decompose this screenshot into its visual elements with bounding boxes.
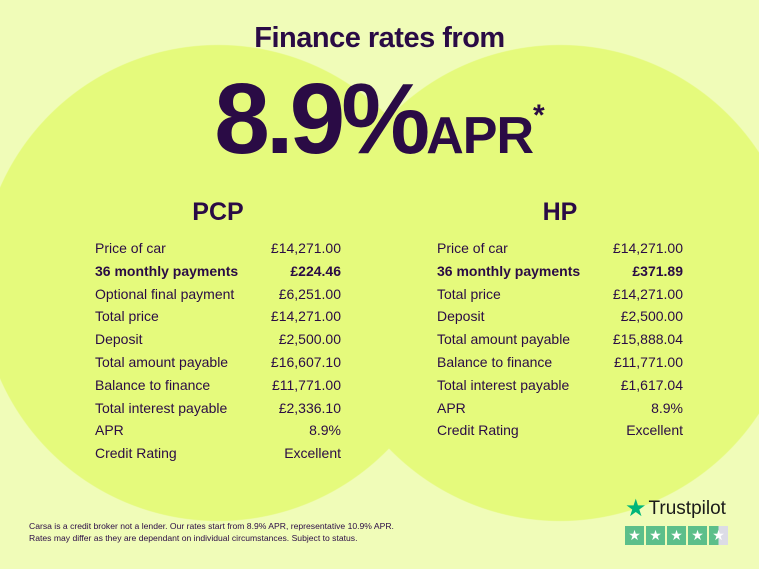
star-icon: ★	[667, 526, 686, 545]
table-row: Deposit £2,500.00	[95, 328, 341, 351]
row-label: Price of car	[437, 240, 508, 256]
row-value: £2,336.10	[278, 399, 341, 416]
table-row: Credit Rating Excellent	[437, 419, 683, 442]
table-row: Total amount payable £16,607.10	[95, 351, 341, 374]
star-icon: ★	[709, 526, 728, 545]
table-row: APR 8.9%	[437, 397, 683, 420]
asterisk: *	[533, 99, 545, 132]
table-row: Total interest payable £2,336.10	[95, 397, 341, 420]
rate-suffix: APR	[426, 107, 534, 165]
row-label: Total interest payable	[95, 399, 228, 416]
disclaimer-line: Rates may differ as they are dependant o…	[29, 533, 358, 543]
table-row: Deposit £2,500.00	[437, 305, 683, 328]
rate-value: 8.9%	[214, 63, 430, 175]
row-value: £11,771.00	[271, 376, 341, 393]
row-value: 8.9%	[309, 422, 341, 439]
row-label: APR	[437, 399, 466, 416]
row-value: £371.89	[632, 262, 683, 279]
row-label: APR	[95, 422, 124, 439]
trustpilot-name: Trustpilot	[648, 497, 726, 519]
row-label: Total price	[95, 308, 159, 325]
table-row: Balance to finance £11,771.00	[437, 351, 683, 374]
row-label: Total amount payable	[437, 331, 571, 348]
table-row: Price of car £14,271.00	[437, 237, 683, 260]
table-row: APR 8.9%	[95, 419, 341, 442]
row-value: £2,500.00	[620, 308, 683, 325]
row-label: Credit Rating	[95, 445, 177, 462]
rating-stars: ★ ★ ★ ★ ★	[625, 526, 728, 545]
table-row: Optional final payment £6,251.00	[95, 283, 341, 306]
row-label: Price of car	[95, 240, 166, 256]
row-value: £16,607.10	[270, 353, 341, 370]
row-value: £2,500.00	[278, 331, 341, 348]
hp-panel: HP Price of car £14,271.00 36 monthly paym…	[437, 198, 683, 442]
row-value: £15,888.04	[612, 331, 683, 348]
row-value: £224.46	[290, 262, 341, 279]
row-label: Balance to finance	[95, 376, 211, 393]
star-icon: ★	[625, 495, 647, 522]
row-label: Total interest payable	[437, 376, 570, 393]
row-value: £14,271.00	[270, 308, 341, 325]
row-label: Total price	[437, 285, 501, 302]
row-label: Deposit	[437, 308, 485, 325]
row-value: £14,271.00	[270, 240, 341, 256]
row-value: Excellent	[626, 422, 683, 439]
row-value: £1,617.04	[620, 376, 683, 393]
row-value: £14,271.00	[612, 285, 683, 302]
trustpilot-logo: ★ Trustpilot	[625, 494, 728, 523]
row-value: 8.9%	[651, 399, 683, 416]
disclaimer-line: Carsa is a credit broker not a lender. O…	[29, 521, 394, 531]
table-row: 36 monthly payments £371.89	[437, 260, 683, 283]
headline: Finance rates from	[254, 22, 505, 54]
hp-rows: Price of car £14,271.00 36 monthly payment…	[437, 237, 683, 442]
row-label: 36 monthly payments	[437, 262, 581, 279]
table-row: Price of car £14,271.00	[95, 237, 341, 260]
row-value: £14,271.00	[612, 240, 683, 256]
table-row: Total interest payable £1,617.04	[437, 374, 683, 397]
table-row: Credit Rating Excellent	[95, 442, 341, 465]
row-label: Optional final payment	[95, 285, 235, 302]
table-row: Total amount payable £15,888.04	[437, 328, 683, 351]
pcp-panel: PCP Price of car £14,271.00 36 monthly pay…	[95, 198, 341, 465]
row-label: Deposit	[95, 331, 143, 348]
row-value: £11,771.00	[613, 353, 683, 370]
row-value: Excellent	[284, 445, 341, 462]
headline-rate: 8.9%APR*	[0, 62, 759, 177]
row-label: Total amount payable	[95, 353, 229, 370]
table-row: Balance to finance £11,771.00	[95, 374, 341, 397]
row-label: 36 monthly payments	[95, 262, 239, 279]
row-label: Balance to finance	[437, 353, 553, 370]
star-icon: ★	[625, 526, 644, 545]
disclaimer: Carsa is a credit broker not a lender. O…	[29, 520, 394, 544]
row-label: Credit Rating	[437, 422, 519, 439]
table-row: Total price £14,271.00	[437, 283, 683, 306]
trustpilot-badge: ★ Trustpilot ★ ★ ★ ★ ★	[625, 494, 728, 545]
pcp-rows: Price of car £14,271.00 36 monthly payment…	[95, 237, 341, 465]
table-row: 36 monthly payments £224.46	[95, 260, 341, 283]
pcp-title: PCP	[192, 198, 244, 226]
table-row: Total price £14,271.00	[95, 305, 341, 328]
star-icon: ★	[688, 526, 707, 545]
star-icon: ★	[646, 526, 665, 545]
row-value: £6,251.00	[278, 285, 341, 302]
hp-title: HP	[542, 198, 578, 226]
